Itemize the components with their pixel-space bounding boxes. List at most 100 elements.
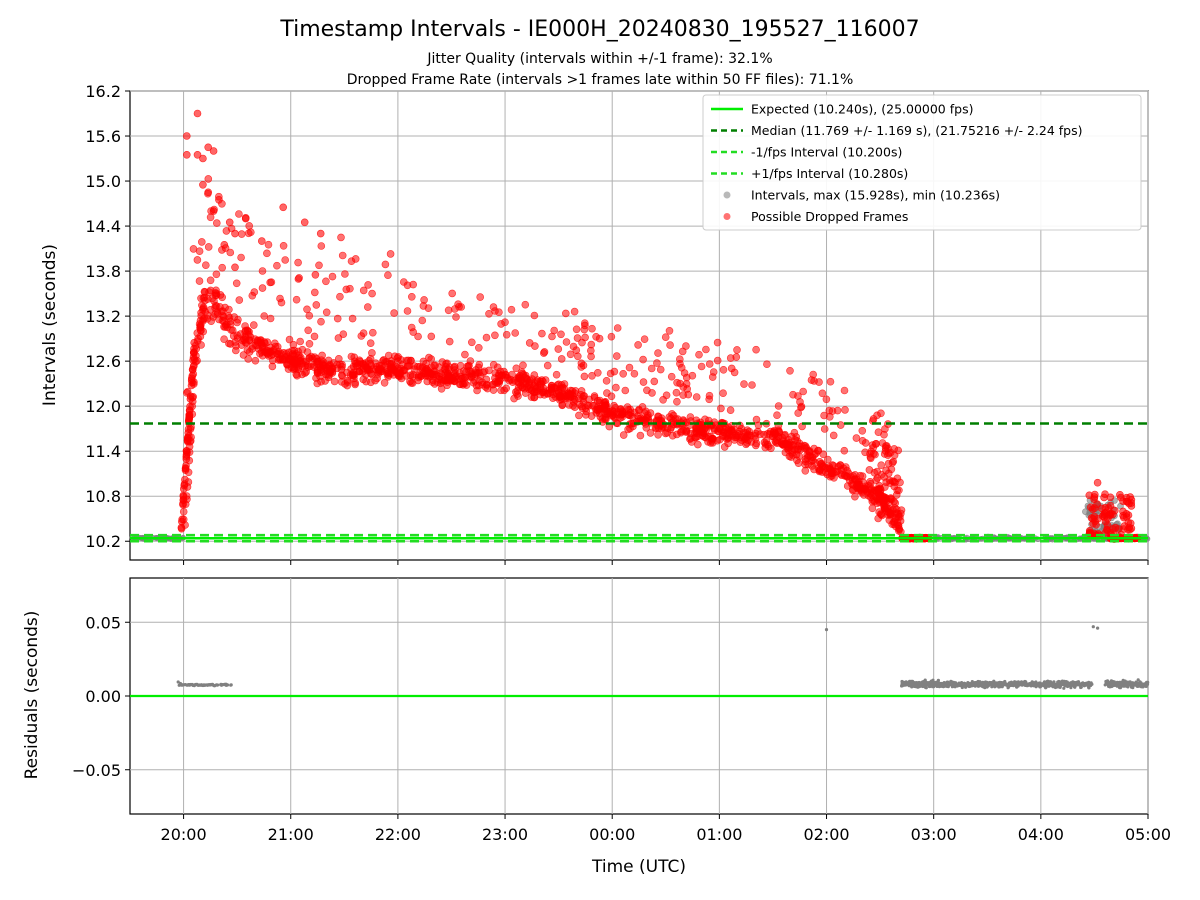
dropped-frame-point — [251, 356, 260, 365]
dropped-frame-point — [866, 477, 874, 486]
dropped-frame-point — [531, 342, 539, 350]
residual-point — [902, 682, 906, 686]
residual-point — [1112, 680, 1116, 684]
dropped-frame-point — [281, 353, 290, 361]
dropped-frame-point — [828, 407, 837, 415]
residuals-xtick-label: 00:00 — [589, 825, 635, 844]
residual-point — [1046, 679, 1050, 683]
legend-dropped: Possible Dropped Frames — [723, 209, 908, 224]
dropped-frame-point — [827, 466, 836, 475]
residual-point — [1033, 682, 1037, 686]
dropped-frame-point — [569, 342, 578, 351]
dropped-frame-point — [629, 422, 637, 431]
residuals-xtick-label: 03:00 — [911, 825, 957, 844]
legend-box — [702, 94, 1142, 231]
dropped-frame-point — [211, 291, 220, 300]
legend-minus-fps: -1/fps Interval (10.200s) — [711, 145, 902, 160]
dropped-frame-point — [1126, 493, 1134, 501]
dropped-frame-point — [578, 338, 586, 347]
residual-point — [1119, 681, 1123, 686]
dropped-frame-point — [179, 492, 188, 501]
dropped-frame-point — [653, 359, 661, 367]
dropped-frame-point — [244, 229, 253, 238]
dropped-frame-point — [482, 375, 491, 384]
dropped-frame-point — [322, 277, 330, 286]
dropped-frame-point — [279, 203, 288, 212]
dropped-frame-point — [858, 426, 867, 435]
dropped-frame-point — [403, 307, 412, 315]
dropped-frame-point — [258, 284, 267, 292]
dropped-frame-point — [302, 357, 310, 366]
residual-point — [229, 683, 233, 687]
dropped-frame-point — [359, 286, 368, 295]
residuals-xtick-label: 01:00 — [696, 825, 742, 844]
dropped-frame-point — [296, 337, 305, 346]
dropped-frame-point — [566, 350, 575, 359]
residual-point — [1038, 684, 1043, 688]
residuals-marks — [130, 625, 1150, 698]
dropped-frame-point — [231, 229, 239, 238]
dropped-frame-point — [877, 461, 886, 470]
dropped-frame-point — [799, 387, 808, 396]
dropped-frame-point — [204, 175, 213, 183]
residual-point — [968, 683, 972, 687]
dropped-frame-point — [639, 378, 648, 386]
dropped-frame-point — [575, 411, 583, 420]
dropped-frame-point — [341, 270, 349, 278]
dropped-frame-point — [310, 288, 319, 297]
dropped-frame-point — [519, 361, 527, 370]
dropped-frame-point — [491, 369, 500, 377]
dropped-frame-point — [1094, 514, 1102, 523]
dropped-frame-point — [507, 375, 515, 384]
dropped-frame-point — [348, 314, 357, 323]
dropped-frame-point — [502, 330, 511, 339]
residual-point — [1023, 679, 1027, 684]
dropped-frame-point — [351, 380, 359, 389]
dropped-frame-point — [235, 296, 244, 304]
dropped-frame-point — [852, 475, 861, 483]
dropped-frame-point — [365, 366, 374, 374]
dropped-frame-point — [877, 510, 886, 519]
dropped-frame-point — [189, 356, 197, 364]
dropped-frame-point — [234, 315, 242, 324]
dropped-frame-point — [485, 309, 493, 318]
dropped-frame-point — [408, 379, 417, 387]
residual-point — [1142, 684, 1146, 688]
intervals-reference-lines — [130, 422, 1148, 543]
dropped-frame-point — [580, 372, 589, 381]
dropped-frame-point — [809, 370, 818, 379]
residual-point — [1079, 685, 1083, 690]
chart-subtitle-dropped: Dropped Frame Rate (intervals >1 frames … — [347, 72, 854, 88]
dropped-frame-point — [199, 315, 207, 324]
residual-point — [908, 683, 912, 687]
dropped-frame-point — [198, 301, 206, 310]
dropped-frame-point — [232, 279, 241, 288]
dropped-frame-point — [186, 402, 194, 411]
dropped-frame-point — [601, 397, 610, 406]
dropped-frame-point — [882, 466, 890, 475]
dropped-frame-point — [611, 403, 620, 412]
residual-point — [904, 682, 908, 686]
dropped-frame-point — [829, 431, 838, 440]
dropped-frame-point — [585, 395, 593, 404]
residual-point — [921, 680, 926, 685]
dropped-frame-point — [557, 355, 566, 363]
dropped-frame-point — [195, 277, 204, 285]
dropped-frame-point — [333, 314, 342, 323]
dropped-frame-point — [841, 406, 849, 414]
dropped-frame-point — [851, 492, 859, 501]
dropped-frame-point — [677, 363, 686, 372]
dropped-frame-point — [445, 337, 454, 346]
residual-point — [192, 684, 196, 688]
dropped-frame-point — [837, 466, 846, 474]
dropped-frame-point — [1109, 510, 1117, 519]
chart-subtitle-jitter: Jitter Quality (intervals within +/-1 fr… — [426, 51, 772, 67]
dropped-frame-point — [311, 270, 320, 279]
dropped-frame-point — [654, 349, 662, 357]
dropped-frame-point — [641, 416, 649, 425]
dropped-frame-point — [467, 338, 476, 347]
dropped-frame-point — [606, 369, 615, 378]
dropped-frame-point — [414, 373, 423, 382]
dropped-frame-point — [357, 332, 366, 340]
